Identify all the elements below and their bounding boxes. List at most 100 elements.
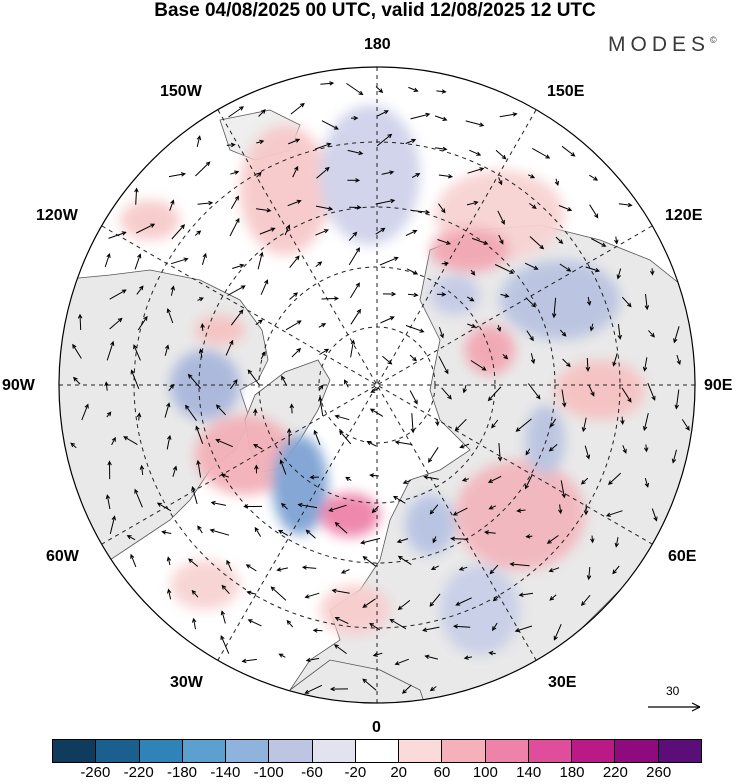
wind-vector-arrow <box>497 210 505 225</box>
colorbar-box <box>615 740 659 762</box>
anomaly-west-siberia-positive <box>455 460 585 570</box>
wind-vector-arrow <box>465 120 485 127</box>
wind-vector-arrow <box>376 133 393 147</box>
wind-vector-arrow <box>424 654 439 660</box>
wind-vector-arrow <box>590 238 607 247</box>
wind-vector-arrow <box>257 251 264 270</box>
wind-vector-arrow <box>561 145 576 157</box>
anomaly-central-asia-positive <box>555 360 645 420</box>
wind-vector-arrow <box>580 477 589 485</box>
wind-vector-arrow <box>161 530 172 535</box>
wind-vector-arrow <box>198 348 204 358</box>
wind-vector-arrow <box>256 139 265 145</box>
wind-vector-arrow <box>362 678 377 691</box>
wind-vector-arrow <box>196 459 202 478</box>
wind-vector-arrow <box>289 403 295 414</box>
anomaly-bering-negative <box>320 105 420 245</box>
wind-vector-arrow <box>459 443 470 449</box>
colorbar-tick-label: -100 <box>253 764 284 781</box>
wind-vector-arrow <box>137 315 148 331</box>
wind-vector-arrow <box>546 535 559 544</box>
wind-vector-arrow <box>362 556 377 567</box>
wind-vector-arrow <box>434 115 448 121</box>
wind-vector-arrow <box>529 202 537 209</box>
wind-vector-arrow <box>226 559 233 572</box>
wind-vector-arrow <box>371 505 379 514</box>
wind-vector-arrow <box>168 172 186 178</box>
wind-vector-arrow <box>345 476 352 482</box>
wind-vector-arrow <box>488 505 497 510</box>
wind-vector-arrow <box>197 200 214 206</box>
wind-vector-arrow <box>394 658 409 666</box>
anomaly-arctic-negative <box>430 275 480 315</box>
wind-vector-arrow <box>291 347 302 358</box>
colorbar-ticks: -260 -220 -180 -140 -100 -60 -20 20 60 100 140 180 2… <box>0 764 750 784</box>
wind-vector-arrow <box>589 174 599 181</box>
wind-vector-arrow <box>584 445 591 460</box>
wind-vector-arrow <box>410 413 416 434</box>
wind-vector-arrow <box>588 384 595 397</box>
wind-vector-arrow <box>518 592 534 597</box>
wind-vector-arrow <box>339 430 352 445</box>
wind-vector-arrow <box>585 357 591 372</box>
wind-vector-arrow <box>562 358 571 368</box>
wind-vector-arrow <box>375 86 384 94</box>
wind-vector-arrow <box>402 684 412 694</box>
wind-vector-arrow <box>340 569 350 574</box>
colorbar-box <box>355 740 400 762</box>
wind-vector-arrow <box>514 625 533 633</box>
wind-vector-arrow <box>318 384 324 391</box>
wind-vector-arrow <box>467 167 485 174</box>
anomaly-pacific-positive <box>120 200 180 240</box>
wind-vector-arrow <box>438 203 446 214</box>
wind-vector-arrow <box>559 329 567 337</box>
wind-vector-arrow <box>428 447 439 463</box>
wind-vector-arrow <box>622 445 627 454</box>
lon-label-90e: 90E <box>704 377 733 394</box>
wind-vector-arrow <box>469 149 482 156</box>
wind-vector-arrow <box>583 504 589 516</box>
wind-vector-arrow <box>525 297 536 308</box>
wind-vector-arrow <box>525 474 533 490</box>
wind-vector-arrow <box>491 419 499 429</box>
wind-vector-arrow <box>647 382 656 401</box>
wind-vector-arrow <box>77 313 83 331</box>
wind-vector-arrow <box>253 444 263 450</box>
wind-vector-arrow <box>318 323 327 328</box>
wind-vector-arrow <box>452 507 468 516</box>
wind-vector-arrow <box>487 386 502 402</box>
wind-vector-arrow <box>527 174 536 179</box>
wind-vector-arrow <box>314 142 332 150</box>
wind-vector-arrow <box>139 464 145 476</box>
wind-vector-arrow <box>524 262 539 270</box>
reference-vector-label: 30 <box>666 684 680 698</box>
wind-vector-arrow <box>215 404 226 416</box>
lon-label-90w: 90W <box>2 377 35 394</box>
colorbar-tick-label: 260 <box>646 764 672 781</box>
wind-vector-arrow <box>454 418 467 432</box>
wind-vector-arrow <box>334 521 348 534</box>
wind-vector-arrow <box>394 440 413 446</box>
wind-vector-arrow <box>169 199 175 211</box>
wind-vector-arrow <box>232 263 245 269</box>
wind-vector-arrow <box>301 565 317 570</box>
colorbar-tick-label: 180 <box>559 764 585 781</box>
wind-vector-arrow <box>590 535 595 544</box>
wind-vector-arrow <box>351 115 359 121</box>
wind-vector-arrow <box>333 644 347 655</box>
wind-vector-arrow <box>109 289 127 300</box>
wind-vector-arrow <box>73 376 81 385</box>
wind-vector-arrow <box>349 205 362 210</box>
wind-vector-arrow <box>215 438 233 448</box>
anomaly-arctic-positive <box>430 228 510 272</box>
wind-vectors <box>70 81 690 694</box>
anomaly-labrador-positive <box>195 415 295 495</box>
wind-vector-arrow <box>309 474 320 480</box>
wind-vector-arrow <box>185 404 197 421</box>
wind-vector-arrow <box>72 343 82 359</box>
wind-vector-arrow <box>530 353 536 365</box>
wind-vector-arrow <box>312 628 323 633</box>
wind-vector-arrow <box>246 590 257 595</box>
wind-vector-arrow <box>377 110 389 117</box>
wind-vector-arrow <box>168 383 175 392</box>
